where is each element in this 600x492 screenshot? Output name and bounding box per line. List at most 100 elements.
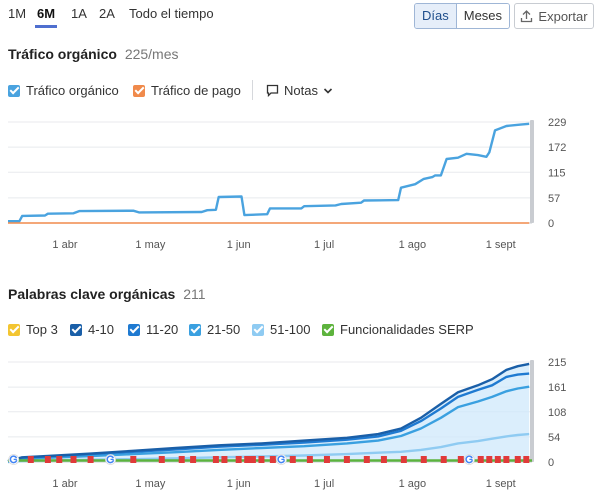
traffic-chart-y-tick-label: 115 [548, 167, 566, 179]
range-tab-6m[interactable]: 6M [37, 6, 56, 21]
range-tab-2a[interactable]: 2A [99, 6, 115, 21]
flag-icon[interactable] [70, 456, 77, 463]
legend-label: Top 3 [26, 322, 58, 337]
range-tab-1a[interactable]: 1A [71, 6, 87, 21]
legend-paid-traffic[interactable]: Tráfico de pago [133, 83, 241, 98]
checkbox-icon [8, 84, 20, 97]
keywords-chart-x-tick-label: 1 jul [314, 478, 334, 490]
keywords-chart-range-handle[interactable] [530, 360, 534, 462]
flag-icon[interactable] [158, 456, 165, 463]
flag-icon[interactable] [130, 456, 137, 463]
flag-icon[interactable] [420, 456, 427, 463]
legend-label: 21-50 [207, 322, 241, 337]
organic-traffic-chart: 0 57 115 172 229 1 abr 1 may 1 jun 1 jul 1 ago 1 s… [8, 117, 566, 251]
legend-label: Tráfico de pago [151, 83, 241, 98]
flag-icon[interactable] [258, 456, 265, 463]
export-button[interactable]: Exportar [514, 3, 594, 29]
checkbox-icon [322, 323, 334, 336]
keywords-chart-x-tick-label: 1 ago [399, 478, 427, 490]
google-icon-arc [106, 455, 115, 464]
flag-icon[interactable] [494, 456, 501, 463]
legend-label: 4-10 [88, 322, 115, 337]
keywords-chart-x-tick-label: 1 sept [486, 478, 516, 490]
flag-icon[interactable] [440, 456, 447, 463]
legend-keywords-21-50[interactable]: 21-50 [189, 322, 240, 337]
flag-icon[interactable] [503, 456, 510, 463]
legend-organic-traffic[interactable]: Tráfico orgánico [8, 83, 119, 98]
flag-icon[interactable] [178, 456, 185, 463]
months-button[interactable]: Meses [456, 4, 509, 28]
flag-icon[interactable] [343, 456, 350, 463]
keywords-chart-y-tick-label: 0 [548, 457, 554, 469]
traffic-chart-y-tick-label: 172 [548, 142, 566, 154]
legend-label: 51-100 [270, 322, 311, 337]
flag-icon[interactable] [56, 456, 63, 463]
range-tab-1m[interactable]: 1M [8, 6, 27, 21]
flag-icon[interactable] [363, 456, 370, 463]
flag-icon[interactable] [269, 456, 276, 463]
traffic-chart-range-handle[interactable] [530, 120, 534, 223]
legend-keywords-4-10[interactable]: 4-10 [70, 322, 114, 337]
comment-icon [266, 84, 279, 97]
checkbox-icon [252, 323, 264, 336]
chevron-down-icon [323, 87, 333, 95]
notes-dropdown[interactable]: Notas [266, 83, 333, 98]
flag-icon[interactable] [457, 456, 464, 463]
traffic-series-line [8, 122, 530, 223]
upload-icon [520, 9, 533, 23]
legend-divider [252, 80, 253, 100]
keywords-subtitle: 211 [183, 286, 206, 302]
flag-icon[interactable] [306, 456, 313, 463]
flag-icon[interactable] [486, 456, 493, 463]
traffic-chart-x-tick-label: 1 jun [227, 239, 251, 251]
checkbox-icon [189, 323, 201, 336]
flag-icon[interactable] [477, 456, 484, 463]
keywords-chart-y-tick-label: 54 [548, 432, 560, 444]
traffic-chart-x-tick-label: 1 ago [399, 239, 427, 251]
keywords-chart-x-tick-label: 1 may [135, 478, 165, 490]
legend-label: Funcionalidades SERP [340, 322, 474, 337]
flag-icon[interactable] [87, 456, 94, 463]
keywords-chart-x-tick-label: 1 jun [227, 478, 251, 490]
traffic-subtitle: 225/mes [124, 46, 179, 62]
flag-icon[interactable] [400, 456, 407, 463]
legend-label: 11-20 [146, 322, 179, 337]
range-tab-todo-el-tiempo[interactable]: Todo el tiempo [129, 6, 214, 21]
traffic-section-title: Tráfico orgánico 225/mes [8, 46, 179, 62]
flag-icon[interactable] [249, 456, 256, 463]
flag-icon[interactable] [235, 456, 242, 463]
keywords-chart-y-tick-label: 161 [548, 382, 566, 394]
days-button[interactable]: Días [415, 4, 457, 28]
flag-icon[interactable] [244, 456, 251, 463]
legend-keywords-51-100[interactable]: 51-100 [252, 322, 310, 337]
flag-icon[interactable] [27, 456, 34, 463]
flag-icon[interactable] [523, 456, 530, 463]
traffic-chart-x-tick-label: 1 abr [52, 239, 77, 251]
flag-icon[interactable] [380, 456, 387, 463]
flag-icon[interactable] [212, 456, 219, 463]
flag-icon[interactable] [323, 456, 330, 463]
flag-icon[interactable] [190, 456, 197, 463]
organic-keywords-chart: 0 54 108 161 215 1 abr 1 may 1 jun 1 jul 1 ago 1 s… [7, 357, 566, 490]
flag-icon[interactable] [221, 456, 228, 463]
google-icon-arc [9, 455, 18, 464]
keywords-chart-x-tick-label: 1 abr [52, 478, 77, 490]
keywords-chart-y-tick-label: 215 [548, 357, 566, 369]
keywords-series-line [7, 362, 530, 463]
legend-label: Tráfico orgánico [26, 83, 119, 98]
keywords-chart-y-tick-label: 108 [548, 407, 566, 419]
legend-keywords-funcionalidades-serp[interactable]: Funcionalidades SERP [322, 322, 474, 337]
keywords-title: Palabras clave orgánicas [8, 286, 176, 302]
traffic-chart-y-tick-label: 57 [548, 193, 560, 205]
legend-keywords-11-20[interactable]: 11-20 [128, 322, 178, 337]
flag-icon[interactable] [289, 456, 296, 463]
checkbox-icon [128, 323, 140, 336]
keywords-section-title: Palabras clave orgánicas 211 [8, 286, 206, 302]
traffic-title: Tráfico orgánico [8, 46, 117, 62]
granularity-toggle: Días Meses [414, 3, 510, 29]
legend-keywords-top-3[interactable]: Top 3 [8, 322, 58, 337]
checkbox-icon [70, 323, 82, 336]
flag-icon[interactable] [514, 456, 521, 463]
flag-icon[interactable] [44, 456, 51, 463]
traffic-chart-y-tick-label: 0 [548, 218, 554, 230]
